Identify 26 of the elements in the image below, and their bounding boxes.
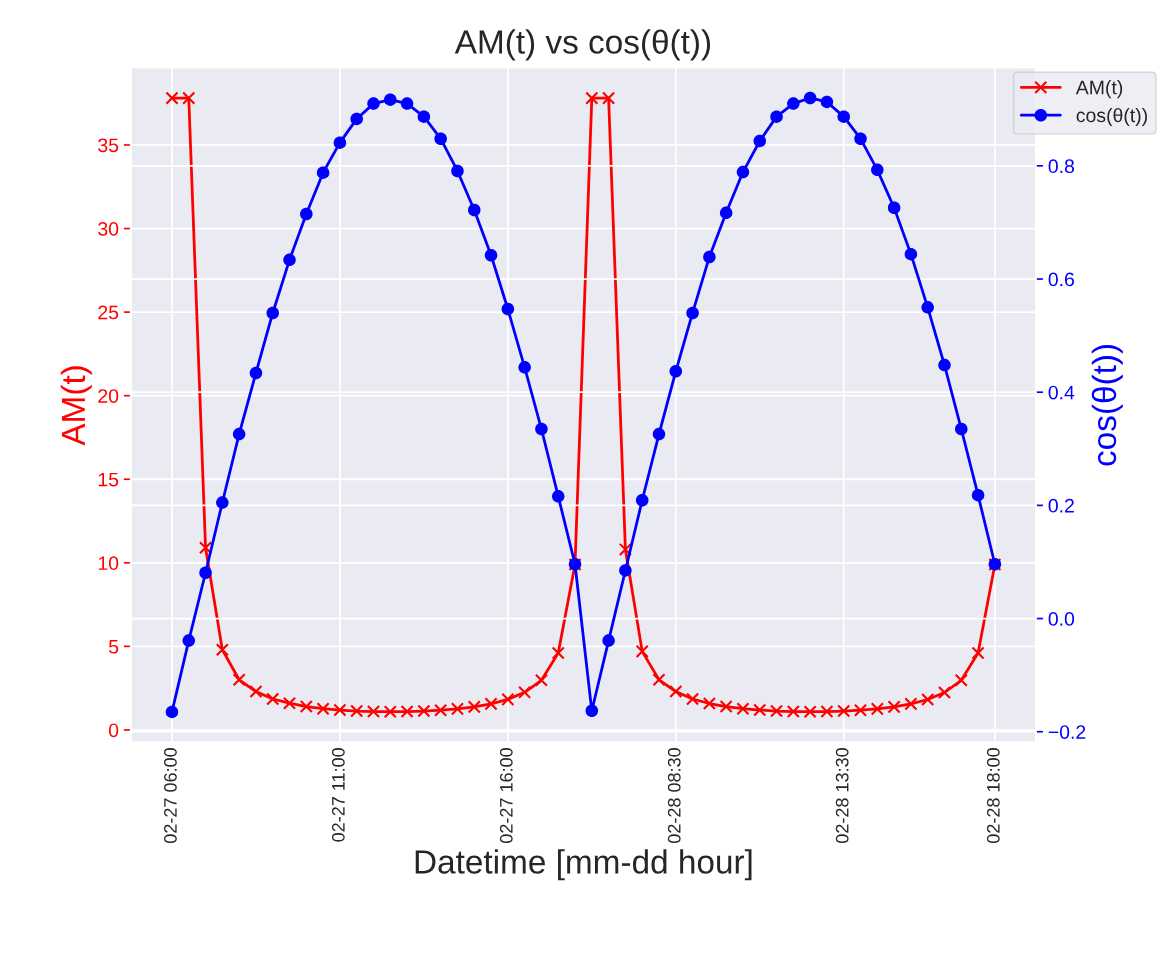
x-tick-label: 02-28 18:00 <box>986 748 1000 843</box>
y2-tick-label: 0.4 <box>1048 385 1075 400</box>
y2-tick-label: 0.6 <box>1048 272 1074 287</box>
y2-tick-label: −0.2 <box>1048 725 1086 739</box>
x-axis-title: Datetime [mm-dd hour] <box>415 849 752 881</box>
x-tick-label: 02-28 13:30 <box>835 748 849 843</box>
y-axis-title: AM(t) <box>60 366 92 446</box>
y2-tick-label: 0.2 <box>1048 498 1074 513</box>
x-tick-label: 02-27 16:00 <box>499 748 513 843</box>
y2-tick-label: 0.8 <box>1048 159 1075 174</box>
y-tick-label: 30 <box>98 222 119 236</box>
y-tick-label: 10 <box>98 556 119 571</box>
y-tick-label: 35 <box>98 138 119 153</box>
y-tick-label: 20 <box>98 389 119 403</box>
x-tick-label: 02-27 06:00 <box>164 748 177 843</box>
y2-axis-title: cos(θ(t)) <box>1091 344 1123 466</box>
y2-tick-label: 0.0 <box>1048 612 1075 626</box>
y-tick-label: 25 <box>98 305 119 320</box>
y-tick-label: 15 <box>98 472 119 487</box>
y-tick-label: 5 <box>108 640 119 654</box>
chart-title: AM(t) vs cos(θ(t)) <box>454 29 711 61</box>
x-tick-label: 02-28 08:30 <box>667 748 681 843</box>
x-tick-label: 02-27 11:00 <box>331 748 345 842</box>
legend-label: cos(θ(t)) <box>1076 107 1147 127</box>
legend-label: AM(t) <box>1075 80 1123 99</box>
y-tick-label: 0 <box>108 723 119 738</box>
